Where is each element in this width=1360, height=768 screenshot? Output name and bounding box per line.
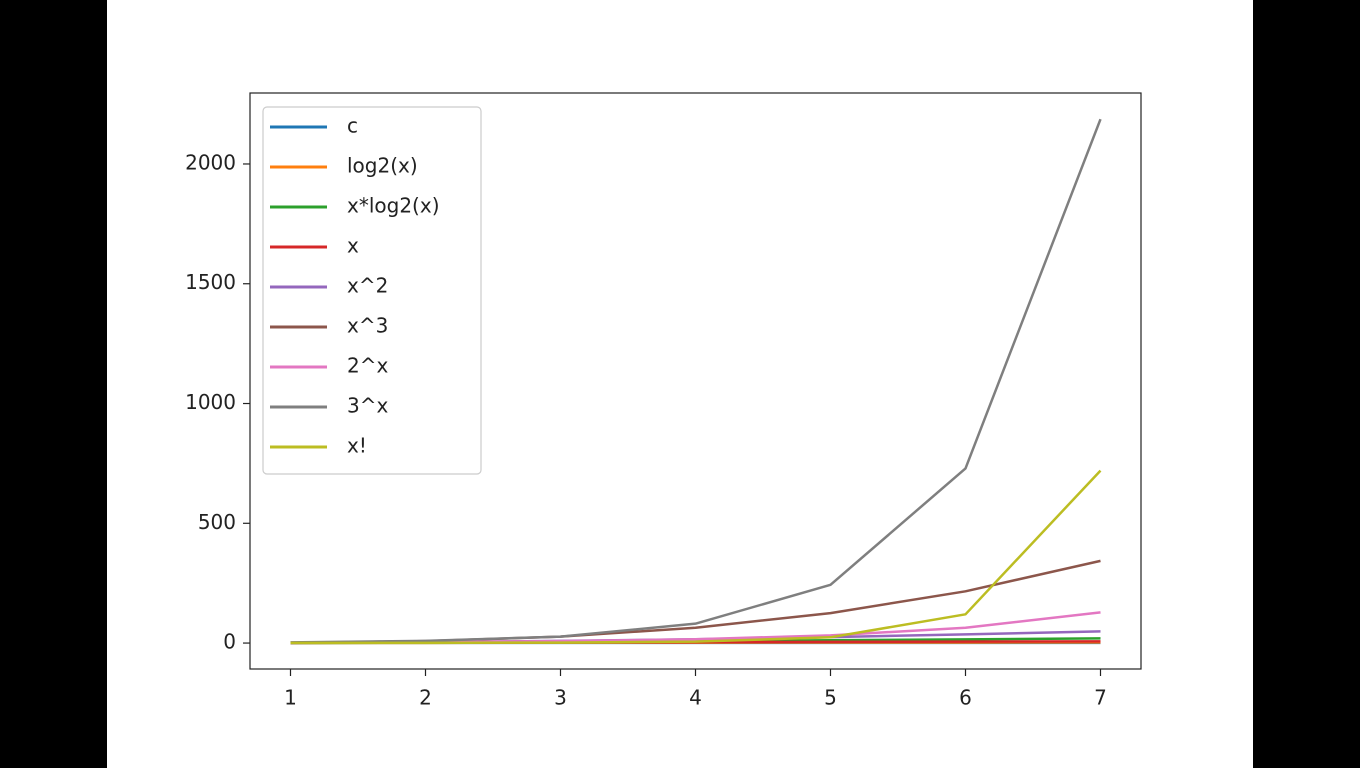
x-tick-label: 7 (1094, 686, 1107, 710)
legend-label: c (347, 114, 358, 138)
y-tick-label: 2000 (185, 150, 236, 174)
legend-label: x^2 (347, 274, 388, 298)
legend-label: x^3 (347, 314, 388, 338)
x-tick-label: 1 (284, 686, 297, 710)
legend-label: x (347, 234, 359, 258)
y-tick-label: 0 (223, 630, 236, 654)
x-tick-label: 6 (959, 686, 972, 710)
series-line (290, 118, 1102, 644)
x-tick-label: 4 (689, 686, 702, 710)
x-tick-label: 2 (419, 686, 432, 710)
legend-label: x*log2(x) (347, 194, 440, 218)
y-tick-label: 500 (198, 510, 236, 534)
legend-label: 3^x (347, 394, 388, 418)
legend-label: log2(x) (347, 154, 418, 178)
y-tick-label: 1000 (185, 390, 236, 414)
legend-box (262, 106, 482, 475)
y-tick-label: 1500 (185, 270, 236, 294)
series-line (290, 469, 1102, 645)
x-tick-label: 5 (824, 686, 837, 710)
legend-label: x! (347, 434, 367, 458)
axes-frame (249, 92, 1142, 670)
x-tick-label: 3 (554, 686, 567, 710)
legend-label: 2^x (347, 354, 388, 378)
